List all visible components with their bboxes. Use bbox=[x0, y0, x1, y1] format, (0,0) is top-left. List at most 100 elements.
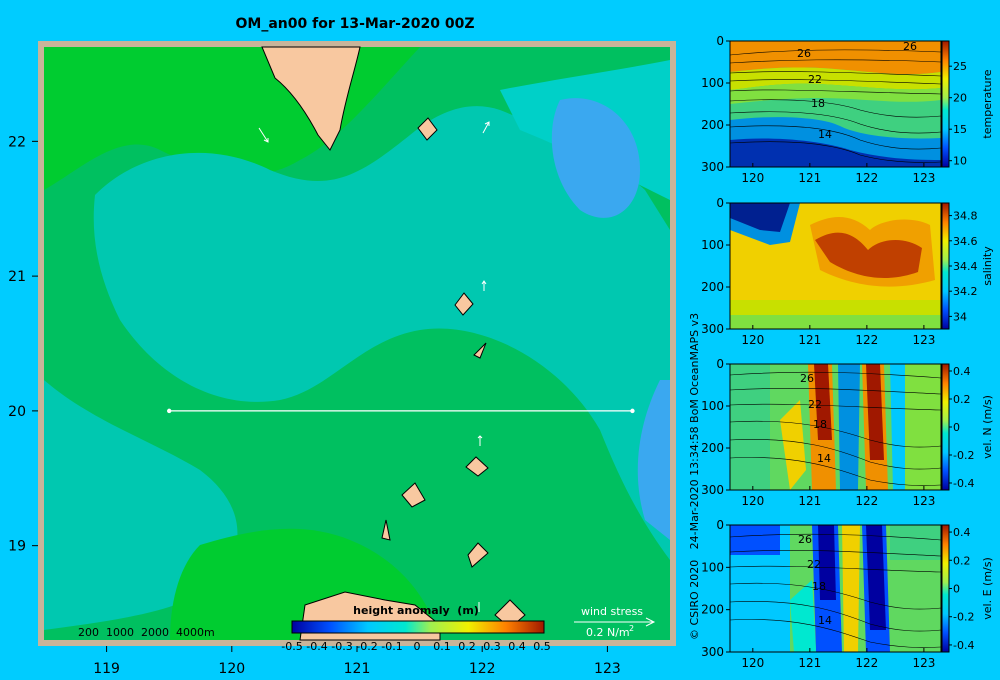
y-tick-label: 300 bbox=[701, 645, 724, 659]
x-tick-label: 121 bbox=[798, 494, 821, 508]
arrow-icon bbox=[481, 280, 487, 291]
island bbox=[473, 342, 487, 359]
arrow-icon bbox=[482, 121, 490, 134]
x-tick-label: 122 bbox=[855, 171, 878, 185]
y-tick-label: 21 bbox=[8, 269, 26, 285]
colorbar-gradient bbox=[941, 524, 950, 653]
contour-label: 26 bbox=[797, 47, 811, 60]
colorbar-tick-label: -0.2 bbox=[356, 640, 377, 653]
y-tick-label: 0 bbox=[716, 518, 724, 532]
colorbar-tick-label: 0 bbox=[414, 640, 421, 653]
arrow-icon bbox=[574, 617, 656, 627]
wind-stress-key: wind stress 0.2 N/m 2 bbox=[574, 605, 656, 639]
x-tick-label: 123 bbox=[912, 171, 935, 185]
y-tick-label: 22 bbox=[8, 134, 26, 150]
colorbar-tick-label: 0.4 bbox=[953, 526, 971, 539]
colorbar-label: vel. E (m/s) bbox=[981, 557, 994, 620]
y-tick-label: 200 bbox=[701, 280, 724, 294]
vel-e-field bbox=[730, 525, 941, 652]
credit-text: © CSIRO 2020 24-Mar-2020 13:34:58 BoM Oc… bbox=[688, 313, 701, 640]
section-start-marker bbox=[167, 408, 172, 414]
colorbar-label: vel. N (m/s) bbox=[981, 395, 994, 459]
x-tick-label: 122 bbox=[855, 656, 878, 670]
colorbar-tick-label: -0.4 bbox=[953, 477, 974, 490]
y-tick-label: 0 bbox=[716, 34, 724, 48]
contour-label: 14 bbox=[818, 128, 832, 141]
colorbar-tick-label: 0.2 bbox=[953, 393, 971, 406]
x-tick-label: 120 bbox=[741, 333, 764, 347]
y-tick-label: 300 bbox=[701, 483, 724, 497]
depth-legend: 200 1000 2000 4000m bbox=[78, 626, 215, 639]
x-tick-label: 122 bbox=[469, 661, 496, 677]
salinity-field bbox=[730, 203, 941, 329]
colorbar-tick-label: -0.3 bbox=[331, 640, 352, 653]
colorbar-tick-label: -0.4 bbox=[306, 640, 327, 653]
contour-label: 26 bbox=[800, 372, 814, 385]
colorbar-gradient bbox=[941, 202, 950, 330]
y-tick-label: 0 bbox=[716, 357, 724, 371]
map-title: OM_an00 for 13-Mar-2020 00Z bbox=[236, 16, 475, 32]
colorbar-tick-label: 34 bbox=[953, 310, 967, 323]
contour-label: 22 bbox=[808, 73, 822, 86]
colorbar-tick-label: 0.4 bbox=[508, 640, 526, 653]
wind-stress-arrows bbox=[258, 121, 490, 612]
contour-label: 18 bbox=[812, 580, 826, 593]
colorbar-tick-label: 34.6 bbox=[953, 235, 978, 248]
colorbar-tick-label: 0.4 bbox=[953, 365, 971, 378]
x-tick-label: 120 bbox=[741, 656, 764, 670]
vel-n-field bbox=[730, 364, 941, 490]
section-end-marker bbox=[630, 408, 635, 414]
x-tick-label: 120 bbox=[741, 171, 764, 185]
arrow-icon bbox=[258, 127, 269, 143]
colorbar-gradient bbox=[941, 40, 950, 168]
y-tick-label: 20 bbox=[8, 404, 26, 420]
contour-label: 22 bbox=[808, 398, 822, 411]
contour-label: 18 bbox=[813, 418, 827, 431]
contour-label: 18 bbox=[811, 97, 825, 110]
colorbar-tick-label: 0.2 bbox=[458, 640, 476, 653]
colorbar-gradient bbox=[941, 363, 950, 491]
map-field bbox=[44, 47, 670, 640]
island bbox=[467, 542, 489, 568]
x-tick-label: 120 bbox=[741, 494, 764, 508]
island bbox=[454, 292, 474, 316]
wind-stress-value: 0.2 N/m bbox=[586, 626, 630, 639]
colorbar-tick-label: 0 bbox=[953, 421, 960, 434]
wind-stress-label: wind stress bbox=[581, 605, 643, 618]
contour-label: 14 bbox=[817, 452, 831, 465]
colorbar-label: salinity bbox=[981, 246, 994, 286]
island bbox=[381, 519, 391, 541]
contour-label: 26 bbox=[903, 40, 917, 53]
contour-label: 14 bbox=[818, 614, 832, 627]
x-tick-label: 121 bbox=[798, 333, 821, 347]
y-tick-label: 19 bbox=[8, 539, 26, 555]
section-panel-vel-e: 120 121 122 123 0 100 200 300 26 22 18 14 -0.4 -0.2 0 0… bbox=[701, 518, 994, 670]
colorbar-tick-label: -0.5 bbox=[281, 640, 302, 653]
x-tick-label: 119 bbox=[93, 661, 120, 677]
y-tick-label: 0 bbox=[716, 196, 724, 210]
colorbar-tick-labels: -0.5 -0.4 -0.3 -0.2 -0.1 0 0.1 0.2 0.3 0.4 0.5 bbox=[281, 640, 550, 653]
colorbar-label: height anomaly (m) bbox=[353, 604, 479, 617]
x-tick-label: 123 bbox=[912, 333, 935, 347]
y-tick-label: 200 bbox=[701, 118, 724, 132]
map-panel bbox=[38, 41, 676, 646]
y-tick-label: 100 bbox=[701, 76, 724, 90]
colorbar-tick-label: 25 bbox=[953, 60, 967, 73]
x-tick-label: 120 bbox=[218, 661, 245, 677]
colorbar-tick-label: 0 bbox=[953, 583, 960, 596]
island bbox=[401, 482, 426, 508]
y-tick-label: 100 bbox=[701, 560, 724, 574]
x-tick-label: 121 bbox=[344, 661, 371, 677]
x-tick-label: 123 bbox=[912, 656, 935, 670]
section-panel-temperature: 120 121 122 123 0 100 200 300 26 26 22 18 14 10 15 20 25… bbox=[701, 34, 994, 185]
island bbox=[465, 456, 489, 477]
colorbar-tick-label: 0.2 bbox=[953, 554, 971, 567]
panel-frame bbox=[729, 202, 942, 330]
colorbar-tick-label: 34.4 bbox=[953, 260, 978, 273]
colorbar-label: temperature bbox=[981, 69, 994, 138]
colorbar-gradient bbox=[291, 620, 545, 634]
colorbar-tick-label: -0.2 bbox=[953, 449, 974, 462]
x-tick-label: 123 bbox=[594, 661, 621, 677]
x-tick-label: 121 bbox=[798, 656, 821, 670]
panel-frame bbox=[729, 363, 942, 491]
